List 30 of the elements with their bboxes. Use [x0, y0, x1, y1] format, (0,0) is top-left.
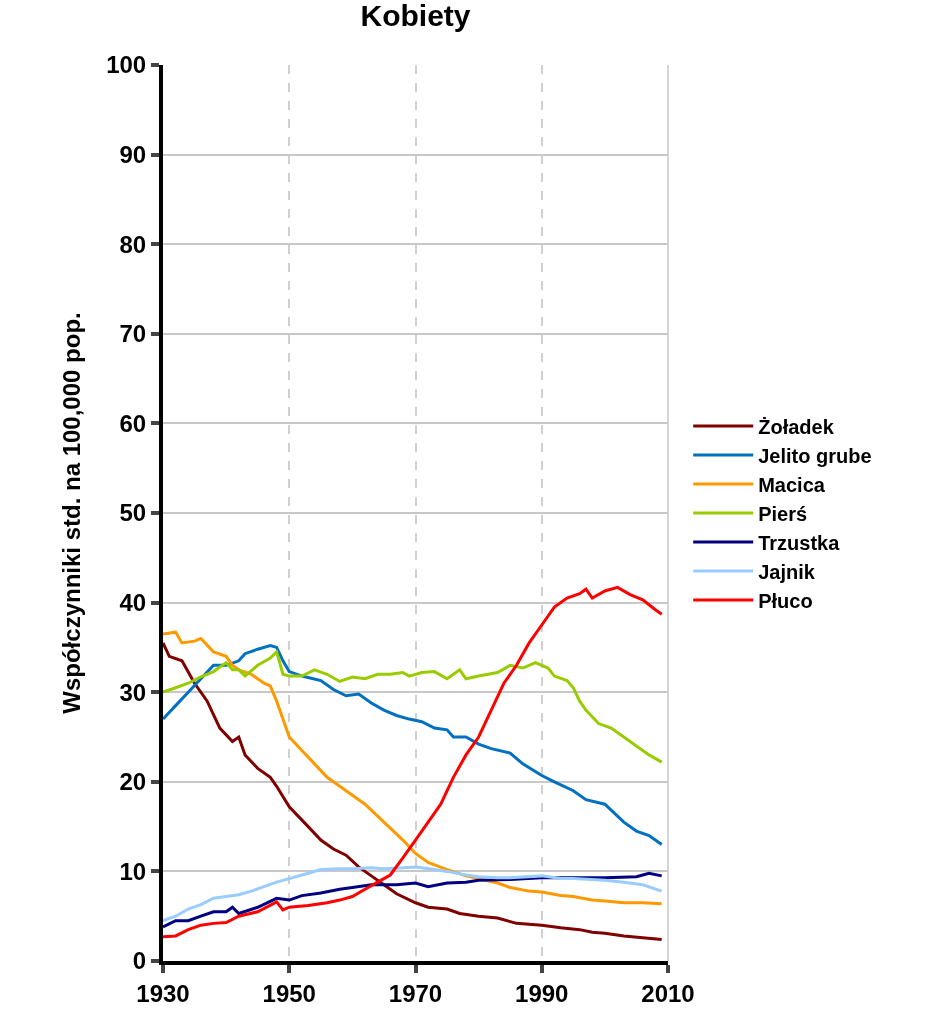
- x-tick-label: 1990: [515, 979, 569, 1007]
- y-tick-label: 50: [119, 499, 147, 527]
- y-tick-label: 60: [119, 409, 147, 437]
- line-series: [163, 865, 664, 923]
- chart-title: Kobiety: [360, 0, 471, 33]
- y-tick-label: 0: [132, 947, 147, 975]
- line-series: [163, 650, 664, 764]
- line-series: [163, 644, 664, 847]
- legend-label: Trzustka: [758, 531, 841, 554]
- x-tick-label: 1930: [136, 979, 190, 1007]
- y-axis-title: Współczynniki std. na 100,000 pop.: [57, 312, 85, 714]
- line-series: [163, 585, 664, 939]
- legend-label: Jajnik: [758, 560, 816, 583]
- y-tick-label: 20: [119, 768, 147, 796]
- y-tick-label: 30: [119, 678, 147, 706]
- x-tick-label: 1970: [388, 979, 443, 1007]
- y-tick-label: 40: [119, 589, 147, 616]
- y-tick-label: 80: [119, 230, 147, 258]
- y-tick-label: 70: [119, 320, 147, 348]
- legend-label: Pierś: [758, 502, 808, 525]
- legend-label: Macica: [758, 473, 826, 496]
- legend-label: Jelito grube: [758, 444, 872, 467]
- legend-label: Płuco: [758, 589, 813, 612]
- legend-label: Żoładek: [758, 415, 835, 438]
- line-series: [163, 871, 664, 929]
- y-tick-label: 90: [119, 141, 147, 168]
- x-tick-label: 1950: [262, 979, 316, 1007]
- y-tick-label: 10: [119, 857, 147, 885]
- x-tick-label: 2010: [641, 979, 695, 1007]
- y-tick-label: 100: [106, 51, 147, 79]
